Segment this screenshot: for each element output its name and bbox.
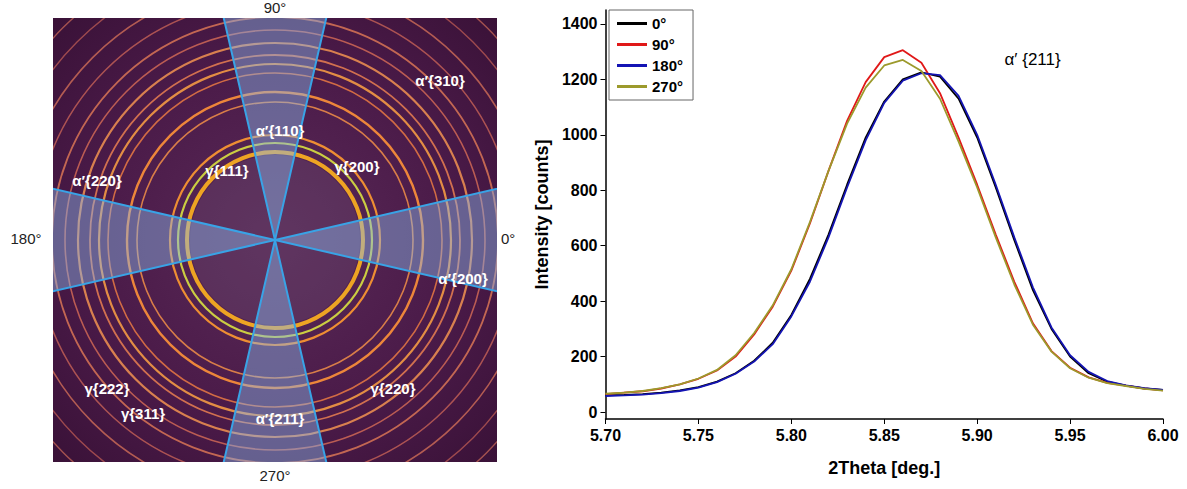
svg-text:α′{310}: α′{310} [415,72,465,89]
svg-text:180°: 180° [10,230,41,247]
svg-text:γ{200}: γ{200} [334,158,379,175]
svg-text:200: 200 [571,348,598,365]
svg-text:5.75: 5.75 [683,427,714,444]
svg-text:α′{220}: α′{220} [72,172,122,189]
svg-text:600: 600 [571,237,598,254]
svg-text:γ{111}: γ{111} [205,162,249,179]
svg-text:270°: 270° [259,467,290,484]
svg-text:α′{211}: α′{211} [256,410,305,427]
svg-text:γ{222}: γ{222} [84,380,129,397]
svg-text:5.85: 5.85 [869,427,900,444]
svg-text:270°: 270° [652,78,683,95]
svg-text:0°: 0° [652,15,666,32]
svg-text:5.80: 5.80 [776,427,807,444]
svg-text:6.00: 6.00 [1147,427,1178,444]
svg-text:α′{200}: α′{200} [438,270,488,287]
svg-text:α′ {211}: α′ {211} [1004,50,1061,69]
svg-text:1200: 1200 [562,71,598,88]
svg-text:Intensity [counts]: Intensity [counts] [532,139,552,289]
svg-text:2Theta [deg.]: 2Theta [deg.] [828,458,940,478]
svg-text:α′{110}: α′{110} [256,122,305,139]
svg-text:5.95: 5.95 [1055,427,1086,444]
svg-text:90°: 90° [652,36,675,53]
svg-text:800: 800 [571,182,598,199]
svg-text:90°: 90° [264,0,287,16]
svg-text:5.70: 5.70 [590,427,621,444]
svg-text:0: 0 [589,404,598,421]
svg-text:180°: 180° [652,57,683,74]
svg-text:1400: 1400 [562,15,598,32]
svg-text:γ{220}: γ{220} [370,380,415,397]
svg-text:1000: 1000 [562,126,598,143]
svg-text:400: 400 [571,293,598,310]
svg-text:5.90: 5.90 [962,427,993,444]
svg-text:γ{311}: γ{311} [121,405,165,422]
svg-text:0°: 0° [501,230,515,247]
